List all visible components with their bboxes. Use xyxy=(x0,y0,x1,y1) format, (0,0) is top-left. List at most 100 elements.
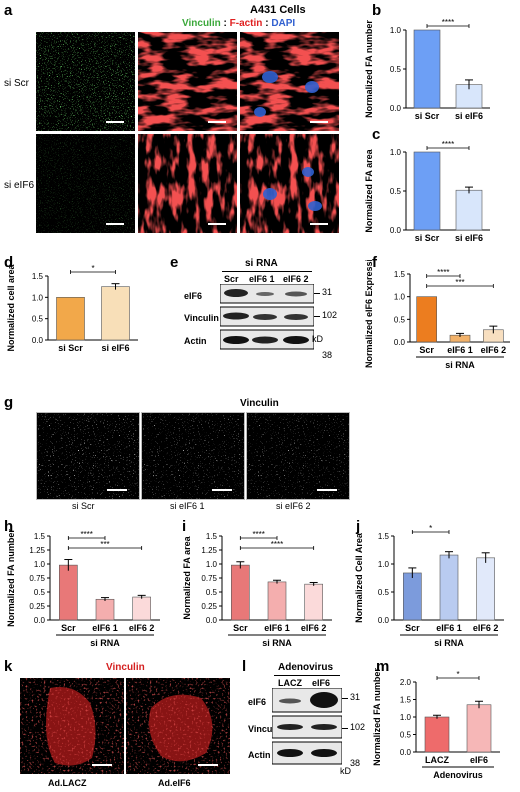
category-label: eIF6 xyxy=(470,755,488,765)
x-axis-label: si RNA xyxy=(262,638,292,648)
y-tick-label: 0.5 xyxy=(390,187,402,196)
k-caption-1: Ad.LACZ xyxy=(48,778,87,788)
micrograph-factin-scr xyxy=(138,32,237,131)
panel-k-title: Vinculin xyxy=(106,662,145,673)
panel-k-label: k xyxy=(4,658,13,675)
bar xyxy=(267,581,287,621)
bar xyxy=(413,29,441,109)
panel-d-label: d xyxy=(4,254,14,271)
y-tick-label: 0.5 xyxy=(400,731,412,740)
blot-e-image xyxy=(220,284,314,350)
blot-l-mw-102: 102 xyxy=(350,722,366,732)
scale-bar xyxy=(107,489,127,491)
scale-bar xyxy=(92,764,112,766)
y-tick-label: 0.0 xyxy=(394,338,406,347)
x-axis-label: si RNA xyxy=(434,638,464,648)
y-axis-label: Normalized FA area xyxy=(182,535,192,619)
y-tick-label: 0.0 xyxy=(206,616,218,625)
y-tick-label: 1.0 xyxy=(206,560,218,569)
blot-e-lane-2: eIF6 1 xyxy=(249,274,275,284)
y-tick-label: 0.25 xyxy=(29,602,45,611)
y-tick-label: 0.0 xyxy=(378,616,390,625)
y-tick-label: 1.0 xyxy=(32,293,44,302)
y-tick-label: 1.0 xyxy=(34,560,46,569)
x-axis-label: si RNA xyxy=(90,638,120,648)
g-caption-3: si eIF6 2 xyxy=(276,501,311,511)
panel-j-label: j xyxy=(356,518,361,535)
y-tick-label: 1.0 xyxy=(394,293,406,302)
panel-g-label: g xyxy=(4,394,14,411)
blot-l-lane-2: eIF6 xyxy=(312,678,331,688)
y-tick-label: 1.0 xyxy=(378,560,390,569)
y-tick-label: 0.5 xyxy=(206,588,218,597)
blot-l-row-eif6: eIF6 xyxy=(248,697,267,707)
blot-e-header-line xyxy=(222,271,312,272)
panel-c-label: c xyxy=(372,126,381,143)
panel-a-title: A431 Cells xyxy=(250,4,306,16)
micrograph-merge-scr xyxy=(240,32,339,131)
bar xyxy=(455,189,483,231)
micrograph-g-eif6-1 xyxy=(141,412,245,500)
y-axis-label: Normalized eIF6 Expression xyxy=(364,260,374,368)
significance-label: **** xyxy=(437,268,449,277)
significance-label: **** xyxy=(442,18,454,27)
category-label: eIF6 2 xyxy=(481,345,507,355)
panel-i-label: i xyxy=(182,518,187,535)
significance-label: * xyxy=(91,264,94,273)
y-tick-label: 1.0 xyxy=(390,26,402,35)
micrograph-vinculin-eif6 xyxy=(36,134,135,233)
category-label: Scr xyxy=(419,345,434,355)
bar xyxy=(424,716,450,753)
y-tick-label: 0.0 xyxy=(390,104,402,113)
category-label: eIF6 2 xyxy=(301,623,327,633)
y-tick-label: 1.5 xyxy=(32,272,44,281)
panel-h-label: h xyxy=(4,518,14,535)
scale-bar xyxy=(212,489,232,491)
micrograph-factin-eif6 xyxy=(138,134,237,233)
micrograph-g-eif6-2 xyxy=(246,412,350,500)
significance-label: * xyxy=(429,524,432,533)
stain-factin: F-actin xyxy=(229,18,263,29)
blot-e-lane-1: Scr xyxy=(224,274,239,284)
blot-e-mw-31: 31 xyxy=(322,287,333,297)
y-tick-label: 1.5 xyxy=(400,696,412,705)
scale-bar xyxy=(106,223,124,225)
chart-f: 0.0 0.5 1.0 1.5 Normalized eIF6 Expression Sc… xyxy=(364,260,510,370)
scale-bar xyxy=(208,223,226,225)
category-label: eIF6 1 xyxy=(447,345,473,355)
category-label: eIF6 2 xyxy=(129,623,155,633)
scale-bar xyxy=(208,121,226,123)
y-tick-label: 1.5 xyxy=(378,532,390,541)
significance-label: **** xyxy=(80,530,92,539)
micrograph-merge-eif6 xyxy=(240,134,339,233)
category-label: eIF6 1 xyxy=(264,623,290,633)
stain-dapi: DAPI xyxy=(271,18,296,29)
chart-h: 0.0 0.25 0.5 0.75 1.0 1.25 1.5 Normalized FA nu… xyxy=(6,529,160,648)
stain-vinculin: Vinculin xyxy=(182,18,221,29)
bar xyxy=(416,296,437,343)
micrograph-g-scr xyxy=(36,412,140,500)
y-tick-label: 1.0 xyxy=(390,148,402,157)
panel-m-label: m xyxy=(376,658,390,675)
category-label: LACZ xyxy=(425,755,449,765)
significance-label: *** xyxy=(100,540,109,549)
panel-f-label: f xyxy=(372,254,377,271)
chart-m: 0.0 0.5 1.0 1.5 2.0 Normalized FA number LACZ e… xyxy=(372,668,500,780)
y-tick-label: 1.5 xyxy=(206,532,218,541)
blot-l-header: Adenovirus xyxy=(278,662,334,673)
y-axis-label: Normalized Cell Area xyxy=(354,532,364,623)
micrograph-vinculin-scr xyxy=(36,32,135,131)
y-tick-label: 1.5 xyxy=(34,532,46,541)
bar xyxy=(413,151,441,231)
y-axis-label: Normalized FA area xyxy=(364,148,374,232)
blot-l-mw-31: 31 xyxy=(350,692,361,702)
bar xyxy=(439,554,459,621)
bar xyxy=(101,286,130,341)
bar xyxy=(466,704,492,753)
y-tick-label: 0.5 xyxy=(32,315,44,324)
y-axis-label: Normalized FA number xyxy=(364,20,374,118)
category-label: Scr xyxy=(233,623,248,633)
y-tick-label: 0.5 xyxy=(390,65,402,74)
y-tick-label: 0.75 xyxy=(201,574,217,583)
blot-e-lane-3: eIF6 2 xyxy=(283,274,309,284)
